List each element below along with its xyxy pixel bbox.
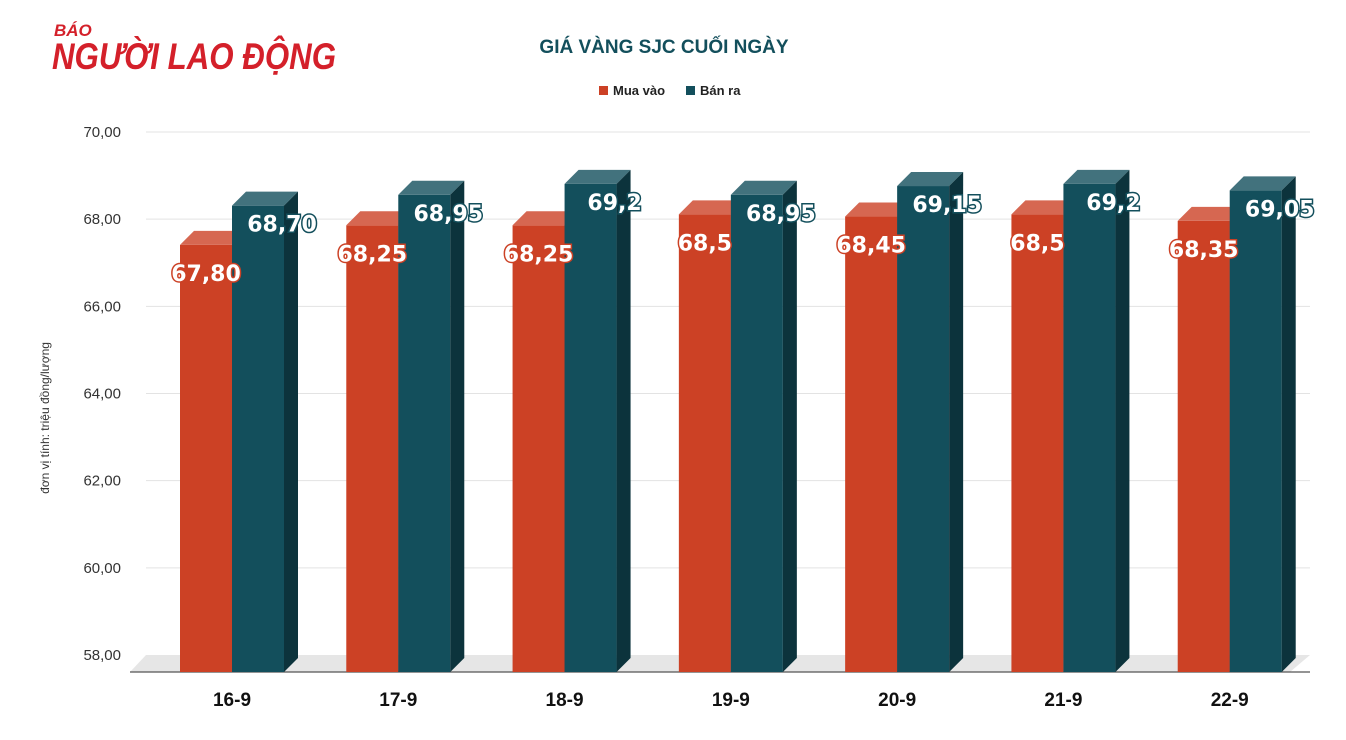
x-tick-label: 21-9 — [1044, 690, 1082, 711]
bar-front — [232, 205, 284, 673]
bar-side — [450, 180, 465, 672]
bar-side — [284, 191, 298, 673]
chart-title: GIÁ VÀNG SJC CUỐI NGÀY — [539, 36, 788, 58]
bar-top — [180, 230, 246, 245]
y-tick-label: 62,00 — [83, 473, 121, 490]
data-label: 68,35 — [1169, 238, 1239, 263]
bar — [232, 191, 298, 673]
brand-logo: BÁO NGƯỜI LAO ĐỘNG — [52, 21, 336, 77]
bar-front — [678, 214, 731, 672]
bar-front — [1229, 190, 1282, 672]
legend-label-sell: Bán ra — [700, 83, 741, 98]
bar-top — [346, 211, 413, 226]
data-label: 68,5 — [678, 231, 732, 256]
data-label: 68,95 — [413, 202, 483, 227]
bar-top — [398, 180, 465, 195]
y-tick-label: 60,00 — [83, 560, 121, 577]
bar-front — [180, 244, 232, 672]
bar-side — [949, 172, 964, 672]
x-tick-label: 22-9 — [1211, 690, 1249, 711]
x-tick-label: 17-9 — [379, 690, 417, 711]
x-tick-label: 19-9 — [712, 690, 750, 711]
bar-front — [398, 194, 451, 672]
data-labels: 67,8068,7068,2568,9568,2569,268,568,9568… — [170, 189, 1316, 288]
bar-front — [897, 186, 950, 672]
bar-top — [232, 191, 298, 206]
bar — [564, 169, 631, 672]
y-tick-label: 68,00 — [83, 211, 121, 228]
bar-front — [1177, 220, 1230, 672]
bar-front — [1063, 183, 1116, 672]
x-tick-label: 16-9 — [213, 690, 251, 711]
data-label: 68,25 — [337, 242, 407, 267]
x-tick-label: 20-9 — [878, 690, 916, 711]
bar-top — [730, 180, 797, 195]
brand-top: BÁO — [54, 21, 92, 40]
data-label: 68,70 — [247, 213, 317, 238]
bar-top — [1063, 169, 1130, 184]
bar-top — [678, 200, 745, 215]
data-label: 68,25 — [504, 242, 574, 267]
data-label: 67,80 — [171, 262, 241, 287]
bar — [1229, 176, 1296, 672]
brand-name: NGƯỜI LAO ĐỘNG — [52, 35, 336, 77]
bar — [398, 180, 465, 672]
data-label: 68,45 — [836, 234, 906, 259]
bar-front — [730, 194, 783, 672]
legend: Mua vào Bán ra — [599, 83, 741, 98]
y-tick-label: 64,00 — [83, 386, 121, 403]
bar-top — [845, 202, 912, 217]
y-axis-title: đơn vị tính: triệu đồng/lượng — [38, 342, 52, 494]
data-label: 69,15 — [912, 193, 982, 218]
bar-front — [845, 216, 898, 672]
bar-side — [1281, 176, 1296, 672]
bar-top — [1229, 176, 1296, 191]
bar-top — [564, 169, 631, 184]
bar — [730, 180, 797, 672]
y-axis-ticks: 58,00 60,00 62,00 64,00 66,00 68,00 70,00 — [83, 124, 121, 664]
y-tick-label: 66,00 — [83, 298, 121, 315]
data-label: 69,05 — [1245, 197, 1315, 222]
bar-side — [616, 169, 631, 672]
legend-label-buy: Mua vào — [613, 83, 665, 98]
data-label: 68,95 — [746, 202, 816, 227]
bar-front — [564, 183, 617, 672]
legend-swatch-buy — [599, 86, 608, 95]
bar-front — [512, 225, 565, 673]
bar-top — [1011, 200, 1078, 215]
legend-swatch-sell — [686, 86, 695, 95]
data-label: 68,5 — [1010, 231, 1064, 256]
bar-side — [1115, 169, 1130, 672]
bar-top — [897, 172, 964, 187]
data-label: 69,2 — [587, 191, 641, 216]
bar-top — [512, 211, 579, 226]
bar-front — [346, 225, 399, 673]
bar-side — [782, 180, 797, 672]
bar — [1063, 169, 1130, 672]
bars — [180, 169, 1296, 673]
bar-top — [1177, 206, 1244, 221]
data-label: 69,2 — [1086, 191, 1140, 216]
bar-front — [1011, 214, 1064, 672]
y-tick-label: 70,00 — [83, 124, 121, 141]
x-tick-label: 18-9 — [546, 690, 584, 711]
x-axis-ticks: 16-9 17-9 18-9 19-9 20-9 21-9 22-9 — [213, 690, 1249, 711]
y-tick-label: 58,00 — [83, 647, 121, 664]
bar — [897, 172, 964, 672]
